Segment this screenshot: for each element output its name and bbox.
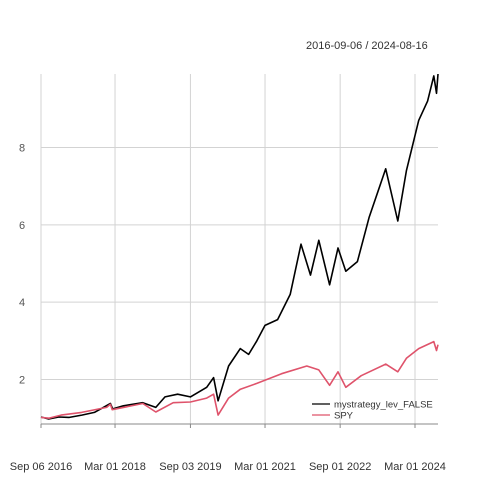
y-axis-tick-labels: 2 4 6 8: [19, 142, 25, 386]
y-tick-label: 8: [19, 142, 25, 154]
series-lines: [40, 73, 439, 420]
x-tick-label: Sep 01 2022: [309, 461, 371, 473]
y-tick-label: 2: [19, 375, 25, 387]
y-tick-label: 4: [19, 297, 25, 309]
x-tick-label: Mar 01 2018: [84, 461, 146, 473]
legend-label: mystrategy_lev_FALSE: [334, 400, 433, 411]
x-tick-label: Mar 01 2021: [234, 461, 296, 473]
date-range-label: 2016-09-06 / 2024-08-16: [306, 40, 428, 52]
x-tick-label: Sep 06 2016: [10, 461, 72, 473]
grid: [40, 74, 438, 424]
series-line-spy: [40, 340, 439, 419]
y-tick-label: 6: [19, 220, 25, 232]
x-tick-label: Sep 03 2019: [159, 461, 221, 473]
legend-label: SPY: [334, 411, 354, 422]
x-axis: Sep 06 2016 Mar 01 2018 Sep 03 2019 Mar 01 …: [10, 423, 446, 473]
x-tick-label: Mar 01 2024: [384, 461, 446, 473]
